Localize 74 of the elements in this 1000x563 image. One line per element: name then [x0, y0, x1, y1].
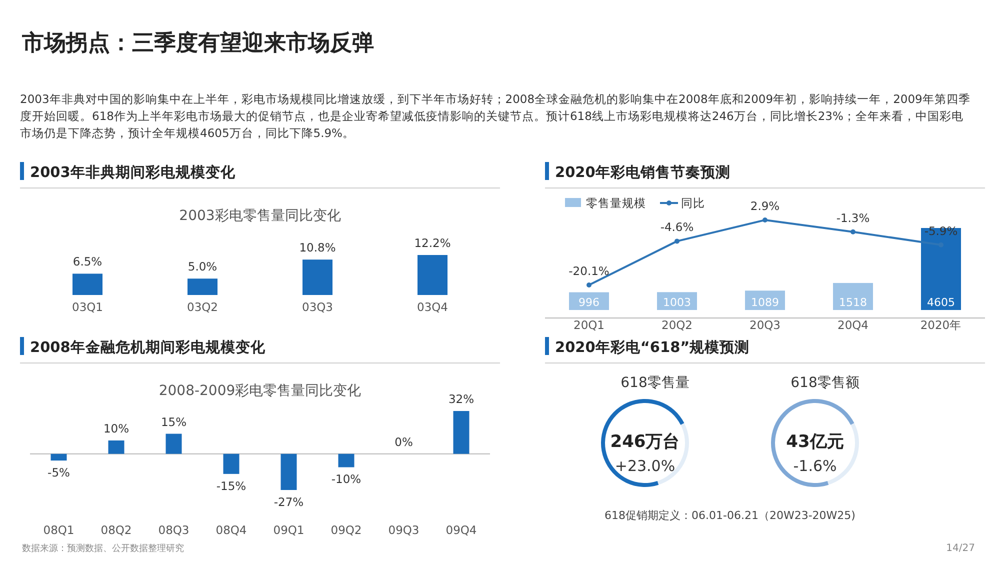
bar	[418, 255, 448, 295]
x-tick-label: 03Q3	[302, 300, 334, 314]
text: 618零售额	[790, 375, 860, 391]
chart-title: 2008年金融危机期间彩电规模变化	[30, 338, 266, 356]
x-tick-label: 03Q4	[416, 300, 448, 314]
point	[674, 238, 680, 244]
bar	[108, 440, 124, 454]
bar	[921, 228, 961, 310]
text: +23.0%	[614, 457, 676, 475]
x-tick-label: 09Q3	[388, 523, 420, 538]
bar	[280, 454, 297, 490]
data-label: 1518	[839, 296, 867, 309]
bar	[453, 411, 470, 454]
x-tick-label: 20Q1	[573, 318, 605, 332]
data-label: -4.6%	[660, 220, 694, 234]
data-label: 15%	[160, 414, 187, 429]
data-label: -1.3%	[836, 210, 870, 225]
data-label: 1003	[663, 296, 691, 309]
bar	[166, 434, 182, 454]
data-label: -20.1%	[568, 264, 610, 278]
data-label: 32%	[448, 392, 474, 406]
bar	[223, 454, 240, 474]
text: 618零售量	[620, 375, 690, 391]
data-label: 10.8%	[299, 240, 336, 255]
text: 市场拐点：三季度有望迎来市场反弹	[21, 30, 374, 56]
text: 246万台	[610, 432, 680, 452]
data-label: 1089	[751, 296, 779, 309]
bar	[188, 278, 218, 295]
bar	[833, 282, 873, 310]
data-label: -10%	[331, 472, 362, 486]
point	[850, 229, 856, 234]
x-tick-label: 08Q2	[100, 523, 132, 538]
data-label: 0%	[394, 434, 413, 449]
x-tick-label: 08Q4	[216, 523, 247, 538]
data-label: -27%	[274, 495, 304, 509]
data-label: 996	[578, 296, 600, 309]
x-tick-label: 2020年	[920, 318, 962, 332]
x-tick-label: 03Q1	[72, 300, 104, 314]
x-tick-label: 03Q2	[186, 300, 218, 314]
x-tick-label: 09Q1	[273, 523, 304, 538]
chart-title: 2020年彩电销售节奏预测	[555, 164, 730, 181]
data-label: 6.5%	[72, 254, 102, 269]
data-label: 2.9%	[750, 199, 780, 213]
x-tick-label: 20Q2	[661, 318, 693, 332]
source-note: 数据来源：预测数据、公开数据整理研究	[22, 543, 184, 554]
x-tick-label: 20Q3	[749, 318, 781, 332]
x-tick-label: 09Q2	[330, 523, 362, 538]
legend-label: 零售量规模	[586, 196, 646, 210]
point	[586, 282, 592, 288]
text: 14/27	[946, 543, 975, 554]
x-tick-label: 09Q4	[446, 523, 477, 538]
x-tick-label: 20Q4	[837, 318, 869, 332]
data-label: -5.9%	[924, 224, 958, 238]
chart-title: 2003年非典期间彩电规模变化	[30, 163, 236, 181]
bar	[72, 274, 102, 295]
x-tick-label: 08Q3	[158, 523, 190, 538]
legend-label: 同比	[681, 196, 705, 210]
data-label: 5.0%	[188, 260, 218, 274]
bar	[50, 454, 67, 461]
data-label: 10%	[103, 421, 130, 436]
text: -1.6%	[793, 457, 837, 475]
x-tick-label: 08Q1	[43, 523, 74, 538]
bar	[302, 260, 332, 295]
chart-subtitle: 2003彩电零售量同比变化	[179, 208, 341, 224]
bar	[338, 454, 354, 468]
data-label: 4605	[927, 296, 955, 309]
text: 618促销期定义：06.01-06.21（20W23-20W25)	[604, 509, 856, 522]
text: 2020年彩电“618”规模预测	[555, 339, 750, 356]
data-label: 12.2%	[414, 236, 451, 250]
text: 2003年非典对中国的影响集中在上半年，彩电市场规模同比增速放缓，到下半年市场好转；2008全球金融危机的影响集中在2008年底和2009年初，影响持续一年，2009年第四季度开始回暖。618作为上半年彩电市场最大的促销节点，也是企业寄希望减低疫情影响的关键节点。预计618线上市场彩电规模将达246万台，同比增长23%；全年来看，中国彩电市场仍是下降态势，预计全年规模4605万台，同比下降5.9%。	[20, 92, 970, 140]
chart-subtitle: 2008-2009彩电零售量同比变化	[158, 383, 362, 399]
text: 43亿元	[786, 432, 844, 452]
data-label: -5%	[48, 466, 70, 480]
data-label: -15%	[216, 478, 246, 493]
